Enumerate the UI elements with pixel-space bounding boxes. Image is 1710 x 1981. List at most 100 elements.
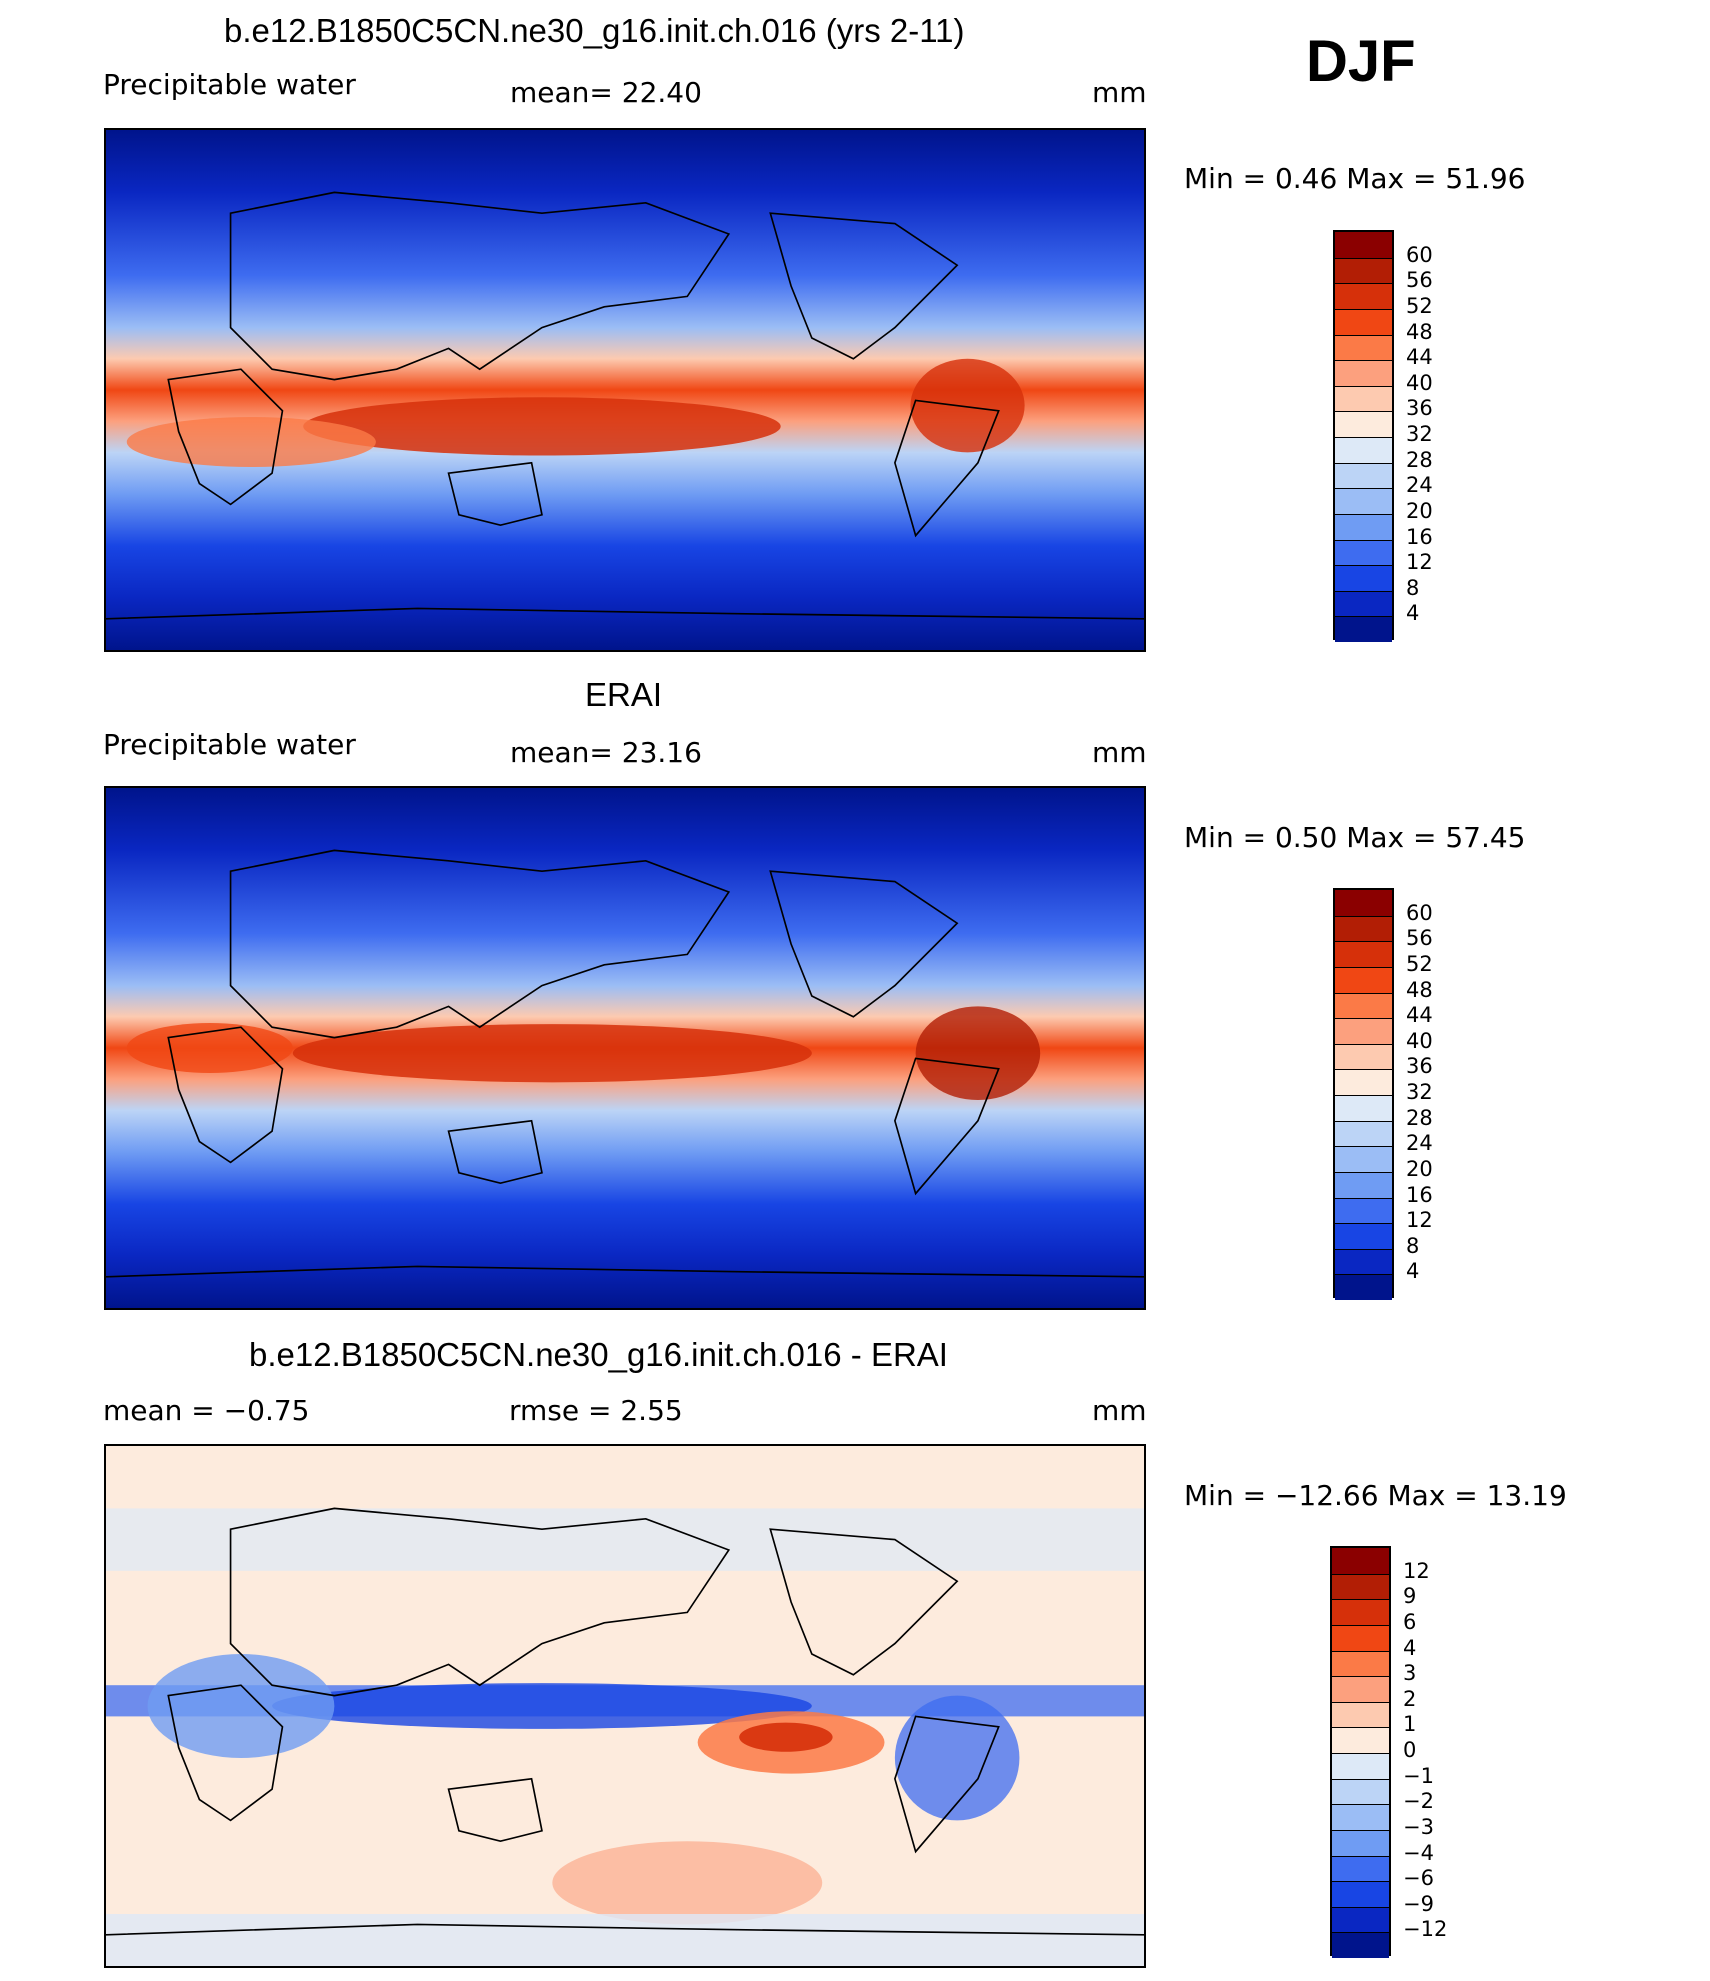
colorbar-swatch [1332, 1753, 1389, 1779]
colorbar-swatch [1335, 1197, 1392, 1224]
colorbar-tick-label: −12 [1403, 1917, 1448, 1942]
colorbar-tick-label: 60 [1406, 900, 1433, 925]
colorbar-swatch [1335, 992, 1392, 1019]
colorbar-tick-label: 60 [1406, 242, 1433, 267]
colorbar-swatch [1335, 513, 1392, 540]
colorbar-tick-label: 28 [1406, 1105, 1433, 1130]
colorbar-tick-label: 32 [1406, 422, 1433, 446]
panel3-units-label: mm [1092, 1394, 1147, 1427]
colorbar-swatch [1335, 462, 1392, 489]
colorbar-swatch [1335, 360, 1392, 386]
panel1-minmax: Min = 0.46 Max = 51.96 [1184, 162, 1526, 195]
colorbar-swatch [1335, 890, 1392, 916]
colorbar-tick-label: 52 [1406, 951, 1433, 976]
panel2-units-label: mm [1092, 736, 1147, 769]
panel2-mean-label: mean= 23.16 [510, 736, 702, 769]
colorbar-tick-label: 12 [1403, 1558, 1430, 1583]
colorbar-swatch [1335, 283, 1392, 309]
panel1-variable-label: Precipitable water [103, 68, 356, 101]
colorbar-swatch [1335, 257, 1392, 284]
panel3-map-field [106, 1446, 1144, 1966]
colorbar-tick-label: 56 [1406, 926, 1433, 951]
colorbar-swatch [1335, 941, 1392, 967]
colorbar-swatch [1332, 1599, 1389, 1625]
colorbar-tick-label: 32 [1406, 1080, 1433, 1104]
colorbar-tick-label: 24 [1406, 473, 1433, 498]
colorbar-tick-label: 12 [1406, 550, 1433, 575]
panel1-map [104, 128, 1146, 652]
colorbar-swatch [1332, 1701, 1389, 1728]
colorbar-tick-label: 3 [1403, 1661, 1417, 1686]
colorbar-tick-label: 40 [1406, 370, 1433, 395]
colorbar-tick-label: 28 [1406, 447, 1433, 472]
colorbar-swatch [1335, 1018, 1392, 1044]
panel2-minmax: Min = 0.50 Max = 57.45 [1184, 821, 1526, 854]
colorbar-swatch [1332, 1548, 1389, 1574]
colorbar-tick-label: 1 [1403, 1712, 1417, 1737]
colorbar-swatch [1335, 1248, 1392, 1275]
colorbar-swatch [1332, 1727, 1389, 1753]
panel1-colorbar [1333, 230, 1394, 642]
colorbar-swatch [1332, 1906, 1389, 1933]
colorbar-tick-label: −6 [1403, 1866, 1434, 1891]
panel2-variable-label: Precipitable water [103, 728, 356, 761]
colorbar-swatch [1335, 1146, 1392, 1172]
colorbar-tick-label: 8 [1406, 1233, 1420, 1258]
colorbar-tick-label: 36 [1406, 396, 1433, 421]
panel3-mean-label: mean = −0.75 [103, 1394, 310, 1427]
colorbar-tick-label: 12 [1406, 1208, 1433, 1233]
colorbar-tick-label: 36 [1406, 1054, 1433, 1079]
colorbar-tick-label: 16 [1406, 524, 1433, 549]
colorbar-tick-label: 20 [1406, 498, 1433, 523]
panel1-units-label: mm [1092, 76, 1147, 109]
colorbar-swatch [1335, 1274, 1392, 1300]
colorbar-swatch [1332, 1676, 1389, 1702]
colorbar-swatch [1335, 616, 1392, 642]
colorbar-swatch [1332, 1573, 1389, 1600]
colorbar-tick-label: 48 [1406, 319, 1433, 344]
colorbar-swatch [1335, 1095, 1392, 1121]
panel3-rmse-label: rmse = 2.55 [509, 1394, 683, 1427]
colorbar-swatch [1332, 1829, 1389, 1856]
panel3-colorbar [1330, 1546, 1391, 1958]
colorbar-swatch [1335, 232, 1392, 258]
panel1-title: b.e12.B1850C5CN.ne30_g16.init.ch.016 (yr… [224, 12, 965, 49]
colorbar-tick-label: 16 [1406, 1182, 1433, 1207]
colorbar-swatch [1335, 966, 1392, 993]
colorbar-tick-label: 48 [1406, 977, 1433, 1002]
panel3-title: b.e12.B1850C5CN.ne30_g16.init.ch.016 - E… [249, 1336, 948, 1373]
season-label: DJF [1306, 29, 1416, 94]
colorbar-tick-label: 56 [1406, 268, 1433, 293]
colorbar-tick-label: −2 [1403, 1789, 1434, 1814]
colorbar-swatch [1335, 1223, 1392, 1249]
colorbar-swatch [1332, 1932, 1389, 1958]
colorbar-tick-label: −9 [1403, 1891, 1434, 1916]
colorbar-tick-label: 6 [1403, 1609, 1417, 1634]
colorbar-tick-label: 40 [1406, 1028, 1433, 1053]
panel1-map-field [106, 130, 1144, 650]
colorbar-swatch [1335, 539, 1392, 566]
colorbar-tick-label: 8 [1406, 575, 1420, 600]
colorbar-tick-label: 4 [1403, 1635, 1417, 1660]
colorbar-swatch [1335, 1120, 1392, 1147]
colorbar-swatch [1335, 488, 1392, 514]
colorbar-tick-label: −3 [1403, 1814, 1434, 1839]
panel2-map-field [106, 788, 1144, 1308]
panel1-mean-label: mean= 22.40 [510, 76, 702, 109]
colorbar-tick-label: 4 [1406, 601, 1420, 626]
colorbar-tick-label: −1 [1403, 1763, 1434, 1788]
colorbar-swatch [1332, 1778, 1389, 1805]
colorbar-swatch [1335, 308, 1392, 335]
colorbar-swatch [1335, 437, 1392, 463]
colorbar-swatch [1335, 565, 1392, 591]
colorbar-swatch [1335, 385, 1392, 412]
colorbar-swatch [1332, 1650, 1389, 1677]
colorbar-tick-label: 44 [1406, 1003, 1433, 1028]
colorbar-tick-label: 2 [1403, 1686, 1417, 1711]
colorbar-swatch [1335, 334, 1392, 361]
panel2-colorbar [1333, 888, 1394, 1300]
colorbar-tick-label: 9 [1403, 1584, 1417, 1609]
colorbar-swatch [1335, 1171, 1392, 1198]
panel2-map [104, 786, 1146, 1310]
colorbar-swatch [1335, 1069, 1392, 1095]
